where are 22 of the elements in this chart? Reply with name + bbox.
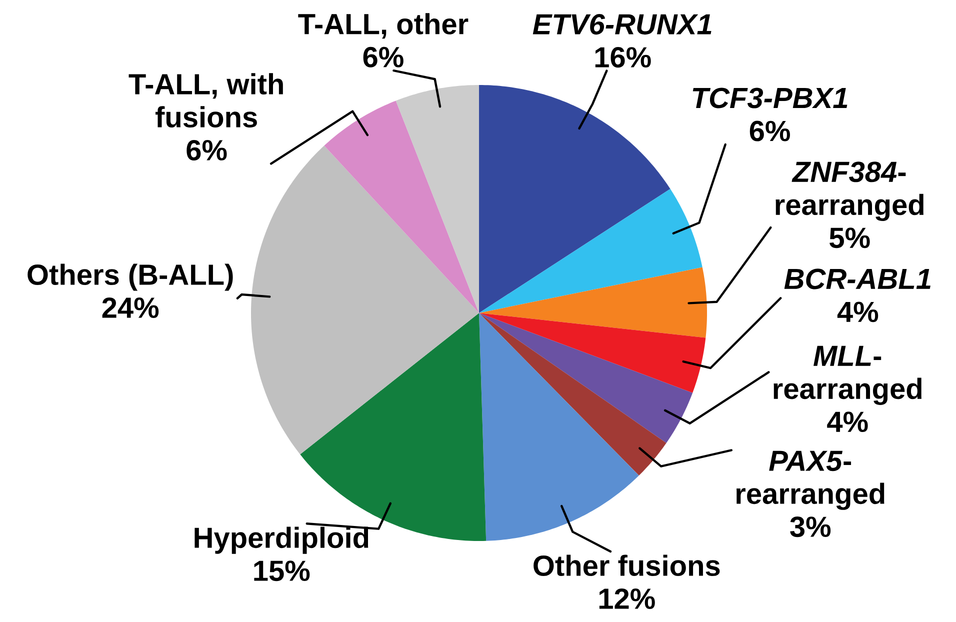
data-label: 6% <box>363 46 404 68</box>
slice-label: ZNF384-rearranged <box>776 162 924 221</box>
data-label: 24% <box>102 297 159 318</box>
data-label: 16% <box>595 47 651 68</box>
slice-label: PAX5-rearranged <box>736 450 884 510</box>
data-label: 15% <box>254 560 310 582</box>
slice-label: MLL-rearranged <box>774 346 922 405</box>
data-label: 4% <box>837 302 878 322</box>
data-label: 5% <box>830 228 870 248</box>
slice-label: Hyperdiploid <box>194 526 368 554</box>
slice-label: TCF3-PBX1 <box>692 88 848 108</box>
data-label: 3% <box>790 516 831 538</box>
data-label: 12% <box>599 588 655 609</box>
slice-label: Other fusions <box>534 554 720 576</box>
data-label: 6% <box>750 120 790 142</box>
data-label: 6% <box>186 140 227 160</box>
slice-label: ETV6-RUNX1 <box>532 14 712 35</box>
slice-label: T-ALL, with fusions <box>128 73 283 128</box>
slice-label: Others (B-ALL) <box>28 264 233 291</box>
slice-label: T-ALL, other <box>298 13 468 39</box>
slice-label: BCR-ABL1 <box>784 268 930 290</box>
data-label: 4% <box>827 412 868 432</box>
